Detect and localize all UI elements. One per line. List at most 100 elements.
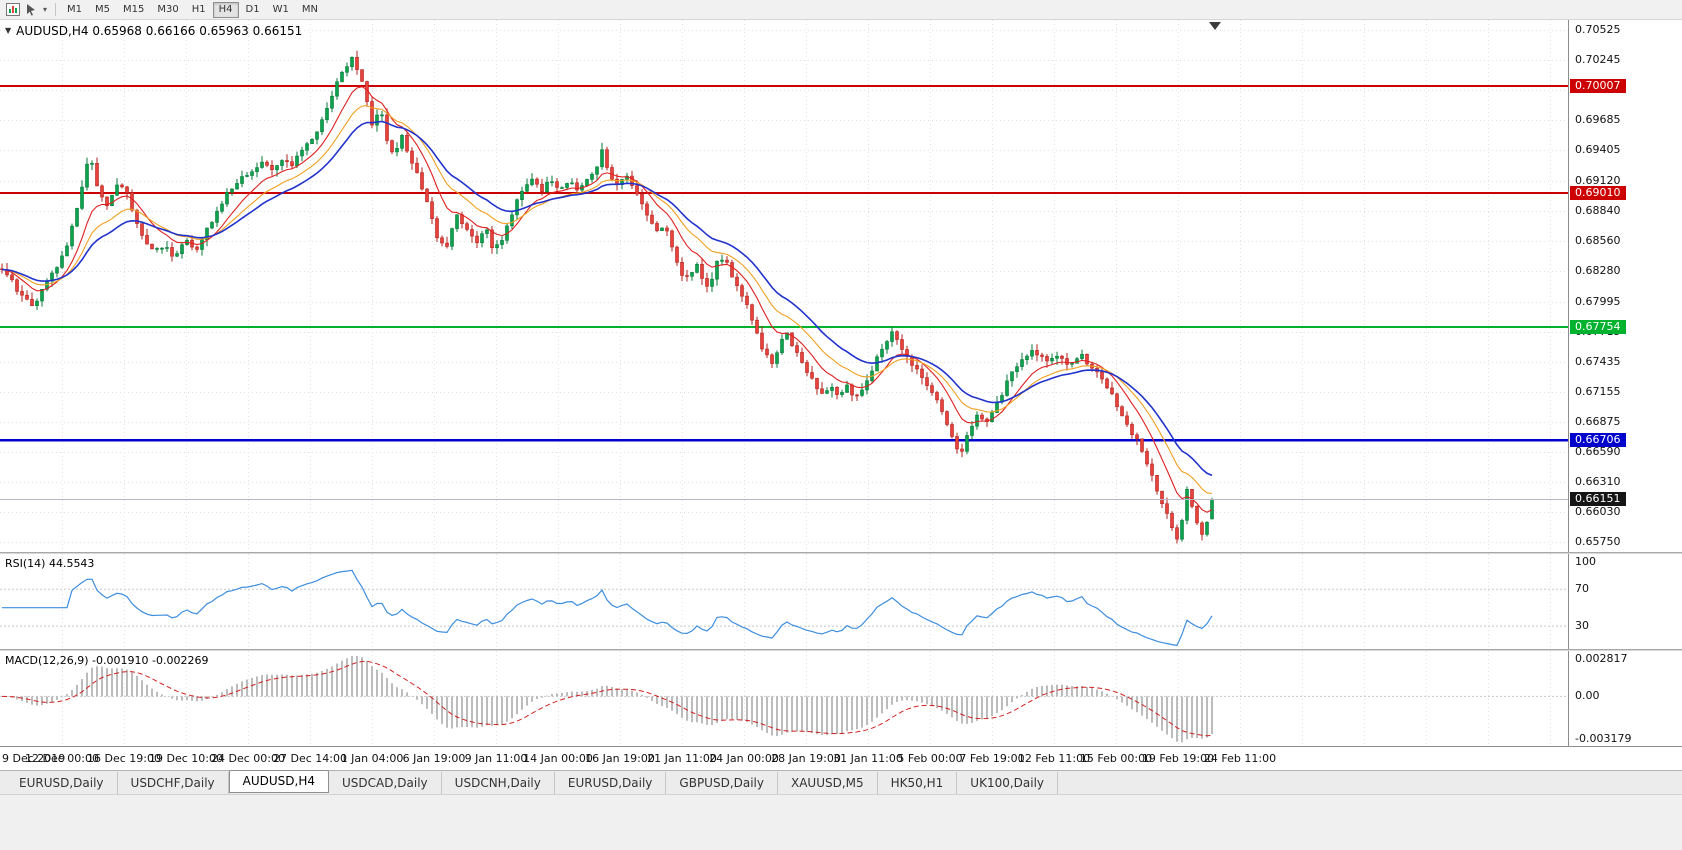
chart-tab[interactable]: AUDUSD,H4 [228,770,330,793]
candle-body [575,182,579,191]
candle-body [240,176,244,184]
timeframe-button-h4[interactable]: H4 [212,1,239,18]
macd-scale-label: 0.00 [1575,689,1600,703]
candle-body [160,247,164,250]
candle-body [395,148,399,153]
time-axis-label: 12 Dec 00:00 [25,752,99,765]
candle-body [825,390,829,394]
timeframe-button-w1[interactable]: W1 [272,4,289,15]
candle-body [15,279,19,292]
panel-separator[interactable] [0,649,1682,651]
candle-body [595,166,599,175]
timeframe-button-m1[interactable]: M1 [67,4,82,15]
price-tick-label: 0.66030 [1575,505,1621,519]
candle-body [205,227,209,240]
candle-body [135,209,139,224]
time-axis[interactable]: 9 Dec 2019 12 Dec 00:00 16 Dec 19:00 19 Dec… [0,746,1682,770]
candle-body [120,184,124,188]
time-axis-label: 31 Jan 11:00 [833,752,903,765]
candle-body [390,140,394,153]
candle-body [425,188,429,203]
candle-body [1160,490,1164,505]
candle-body [290,161,294,167]
candle-body [780,338,784,354]
time-axis-label: 6 Jan 19:00 [402,752,466,765]
timeframe-button-mn[interactable]: MN [301,4,318,15]
macd-scale-label: -0.003179 [1575,732,1632,745]
rsi-indicator-panel[interactable]: RSI(14) 44.5543 [0,554,1568,649]
candle-body [175,253,179,257]
new-chart-icon[interactable] [4,2,22,18]
current-price-badge: 0.66151 [1570,492,1626,507]
candle-body [35,300,39,307]
rsi-canvas[interactable] [0,554,1568,649]
candle-body [940,399,944,412]
candle-body [65,245,69,257]
macd-indicator-panel[interactable]: MACD(12,26,9) -0.001910 -0.002269 [0,651,1568,746]
chart-tab[interactable]: USDCNH,Daily [442,771,555,794]
chart-tab[interactable]: HK50,H1 [878,771,958,794]
timeframe-button-m15[interactable]: M15 [123,4,145,15]
chart-tab[interactable]: EURUSD,Daily [555,771,667,794]
timeframe-button-m30[interactable]: M30 [157,4,179,15]
candle-body [525,184,529,192]
level-price-badge: 0.70007 [1570,78,1626,93]
candle-body [320,119,324,133]
timeframe-button-h1[interactable]: H1 [191,4,206,15]
candle-body [1020,359,1024,367]
candle-body [1130,424,1134,435]
timeframe-button-d1[interactable]: D1 [245,4,260,15]
candle-body [1135,434,1139,440]
chart-shift-marker[interactable] [1209,22,1221,30]
dropdown-caret-icon[interactable]: ▾ [42,5,47,14]
price-tick-label: 0.66310 [1575,475,1621,489]
chart-tab[interactable]: EURUSD,Daily [6,771,118,794]
chart-tab[interactable]: XAUUSD,M5 [778,771,878,794]
level-price-badge: 0.66706 [1570,432,1626,447]
candle-body [675,246,679,263]
chart-tab[interactable]: USDCAD,Daily [329,771,442,794]
macd-canvas[interactable] [0,651,1568,746]
panel-separator[interactable] [0,552,1682,554]
price-tick-label: 0.70245 [1575,53,1621,67]
price-tick-label: 0.70525 [1575,23,1621,37]
candle-body [165,247,169,249]
time-axis-label: 9 Jan 11:00 [464,752,528,765]
candle-body [30,298,34,306]
candle-body [1200,522,1204,535]
time-axis-label: 19 Feb 19:00 [1141,752,1215,765]
candle-body [945,411,949,425]
candle-body [375,114,379,126]
one-click-trading-icon[interactable]: ▼ [5,26,12,35]
candle-body [470,229,474,237]
candle-body [535,178,539,185]
candle-body [935,392,939,401]
candle-body [635,185,639,195]
candle-body [660,227,664,232]
candle-body [790,332,794,346]
price-chart-canvas[interactable] [0,20,1568,552]
chart-tab[interactable]: UK100,Daily [957,771,1059,794]
candle-body [430,201,434,220]
candle-body [550,181,554,183]
ma-mid-line [1,105,1213,495]
candle-body [735,276,739,287]
candle-body [705,278,709,287]
cursor-tool-icon[interactable] [22,2,40,18]
chart-tab[interactable]: USDCHF,Daily [118,771,229,794]
candle-body [405,135,409,152]
price-axis[interactable]: 0.705250.702450.699650.696850.694050.691… [1568,20,1682,746]
candle-body [925,377,929,386]
candle-body [415,162,419,173]
price-tick-label: 0.66590 [1575,445,1621,459]
candle-body [480,233,484,244]
price-chart-panel[interactable]: ▼ AUDUSD,H4 0.65968 0.66166 0.65963 0.66… [0,20,1568,552]
macd-signal-line [1,660,1213,737]
candle-body [295,155,299,167]
candle-body [690,272,694,277]
candle-body [730,262,734,278]
candle-body [1180,520,1184,540]
chart-tab[interactable]: GBPUSD,Daily [666,771,778,794]
timeframe-button-m5[interactable]: M5 [95,4,110,15]
candle-body [85,163,89,188]
